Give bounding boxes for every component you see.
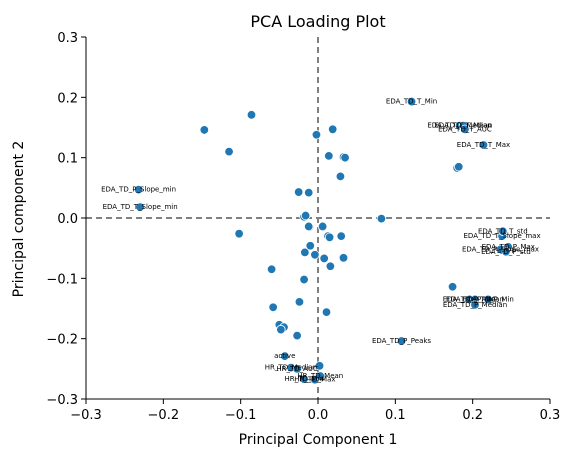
point-label: EDA_TD_T_Slope_max xyxy=(464,232,541,240)
x-tick-label: −0.3 xyxy=(70,408,102,423)
data-point xyxy=(319,253,329,264)
data-point xyxy=(292,330,302,341)
y-tick-label: 0.2 xyxy=(57,91,78,106)
point-label: EDA_TD_P_Mean xyxy=(446,295,504,303)
data-point xyxy=(299,374,309,384)
point-label: EDA_TD_T_Median xyxy=(427,122,491,130)
data-point xyxy=(266,264,277,274)
y-tick-label: 0.1 xyxy=(57,152,78,167)
data-point xyxy=(324,151,334,161)
data-point xyxy=(324,232,335,243)
data-point xyxy=(224,146,234,157)
data-point xyxy=(304,221,314,232)
point-label: EDA_TD_T_Min xyxy=(386,98,437,106)
data-point xyxy=(396,336,407,346)
data-point xyxy=(300,247,310,258)
data-point xyxy=(317,221,328,232)
x-axis-ticks: −0.3 −0.2 −0.1 0.0 0.1 0.2 0.3 xyxy=(70,399,560,423)
data-point xyxy=(338,253,349,263)
point-label: HR_TD_Min xyxy=(284,375,323,383)
data-point xyxy=(280,351,290,361)
point-label: HR_TD_Max xyxy=(294,376,335,384)
data-point xyxy=(246,110,257,120)
data-point xyxy=(304,187,314,198)
point-label: EDA_TD_P_AUC xyxy=(443,295,497,303)
data-point xyxy=(294,297,305,307)
data-point xyxy=(133,184,144,195)
plot-area: EDA_TD_T_Min EDA_TD_T_MedianEDA_TD_T_Mean… xyxy=(86,37,550,399)
point-label: EDA_TD_P_Min xyxy=(462,295,513,303)
x-tick-label: −0.2 xyxy=(148,408,180,423)
data-point xyxy=(501,247,511,257)
data-point xyxy=(340,152,350,163)
data-point xyxy=(135,202,145,212)
data-point xyxy=(478,140,489,150)
data-point xyxy=(321,307,332,317)
data-point xyxy=(325,261,336,271)
point-label: HR_TD_AUC xyxy=(276,365,318,373)
data-point xyxy=(336,231,346,241)
point-label: EDA_TD_P_std xyxy=(481,248,531,256)
point-label: EDA_TD_T_AUC xyxy=(438,125,492,133)
data-point xyxy=(498,226,508,236)
data-point xyxy=(293,187,304,197)
x-tick-label: 0.0 xyxy=(308,408,329,423)
data-point xyxy=(483,294,493,305)
y-axis-ticks: −0.3 −0.2 −0.1 0.0 0.1 0.2 0.3 xyxy=(46,31,86,408)
x-tick-label: 0.2 xyxy=(462,408,483,423)
data-point xyxy=(454,162,464,172)
point-label: EDA_TD_P_Slope_min xyxy=(101,186,176,194)
data-point xyxy=(234,228,244,239)
y-tick-label: −0.1 xyxy=(46,272,78,287)
point-labels: EDA_TD_T_Min EDA_TD_T_MedianEDA_TD_T_Mean… xyxy=(101,98,541,384)
data-point xyxy=(315,371,326,381)
data-point xyxy=(376,213,387,224)
chart-title: PCA Loading Plot xyxy=(250,12,385,31)
data-points xyxy=(133,96,513,385)
data-point xyxy=(292,364,302,374)
point-label: EDA_TD_P_Slope_max xyxy=(462,245,539,253)
point-label: EDA_TD_P_Max xyxy=(482,243,535,251)
point-label: EDA_TD_P_Median xyxy=(443,301,507,309)
data-point xyxy=(305,241,315,251)
y-tick-label: −0.3 xyxy=(46,393,78,408)
point-label: EDA_TD_T_Slope_min xyxy=(103,203,178,211)
y-tick-label: 0.3 xyxy=(57,31,78,46)
data-point xyxy=(314,361,325,371)
data-point xyxy=(460,124,470,135)
data-point xyxy=(311,130,322,140)
x-tick-label: −0.1 xyxy=(225,408,257,423)
point-label: EDA_TD_T_Max xyxy=(457,141,510,149)
x-tick-label: 0.1 xyxy=(385,408,406,423)
point-label: EDA_TD_P_Peaks xyxy=(372,337,431,345)
data-point xyxy=(199,125,210,135)
x-tick-label: 0.3 xyxy=(540,408,561,423)
point-label: HR_TD_Mean xyxy=(297,372,343,380)
data-point xyxy=(310,250,320,260)
data-point xyxy=(300,210,311,221)
data-point xyxy=(327,124,338,135)
data-point xyxy=(470,300,480,310)
data-point xyxy=(335,171,346,182)
reference-lines xyxy=(86,37,550,399)
data-point xyxy=(268,302,278,312)
data-point xyxy=(406,96,417,107)
y-tick-label: −0.2 xyxy=(46,333,78,348)
point-label: active xyxy=(274,352,295,360)
y-tick-label: 0.0 xyxy=(57,212,78,227)
point-label: EDA_TD_T_std xyxy=(478,227,528,235)
data-point xyxy=(299,274,309,285)
y-axis-label: Principal component 2 xyxy=(11,141,27,298)
point-label: EDA_TD_T_Mean xyxy=(434,122,492,130)
data-point xyxy=(276,324,286,335)
point-label: HR_TD_Median xyxy=(265,364,317,372)
data-point xyxy=(447,282,458,292)
x-axis-label: Principal Component 1 xyxy=(239,432,398,448)
